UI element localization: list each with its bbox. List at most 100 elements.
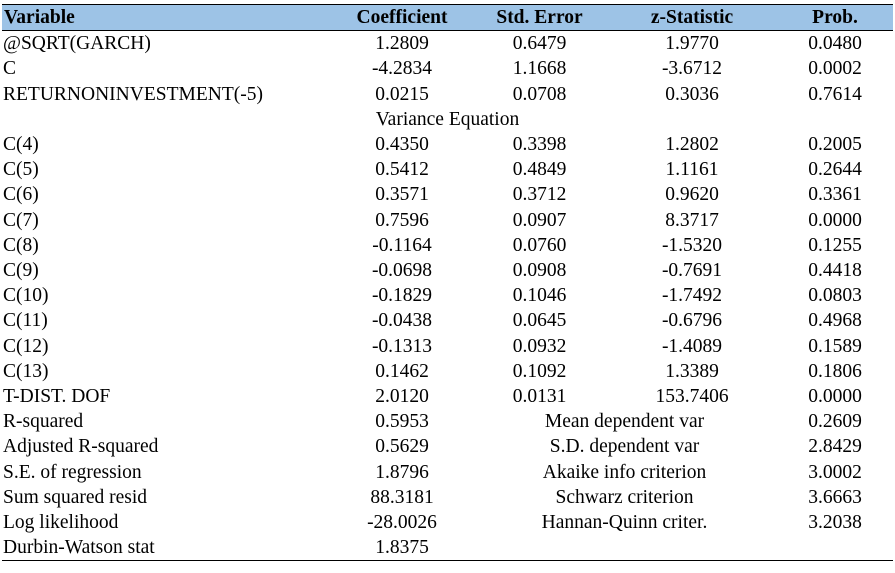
z-statistic-cell: 0.9620 [665, 184, 719, 206]
stats-row: Sum squared resid 88.3181 Schwarz criterio… [2, 485, 893, 510]
stat-label-right: S.D. dependent var [549, 436, 700, 458]
table-row: C -4.2834 1.1668 -3.6712 0.0002 [2, 56, 893, 81]
std-error-cell: 0.4849 [512, 159, 567, 181]
z-statistic-cell: -1.5320 [661, 234, 723, 256]
std-error-cell: 0.1046 [512, 285, 567, 307]
stats-row: Durbin-Watson stat 1.8375 [2, 535, 893, 562]
z-statistic-cell: -0.6796 [661, 310, 723, 332]
variable-cell: @SQRT(GARCH) [3, 33, 151, 55]
prob-cell: 0.4968 [808, 310, 862, 332]
std-error-cell: 0.0908 [512, 260, 567, 282]
std-error-cell: 0.0932 [512, 335, 567, 357]
stat-label: R-squared [3, 411, 84, 433]
coefficient-cell: 0.7596 [375, 209, 429, 231]
variable-cell: C(7) [3, 209, 39, 231]
std-error-cell: 0.6479 [512, 33, 567, 55]
table-row: @SQRT(GARCH) 1.2809 0.6479 1.9770 0.0480 [2, 31, 893, 57]
variable-cell: C(4) [3, 134, 39, 156]
prob-cell: 0.7614 [808, 83, 862, 105]
stats-row: Log likelihood -28.0026 Hannan-Quinn crite… [2, 510, 893, 535]
coefficient-cell: -0.0698 [371, 260, 433, 282]
z-statistic-cell: 153.7406 [655, 386, 729, 408]
z-statistic-cell: -1.7492 [661, 285, 723, 307]
prob-cell: 0.0000 [808, 209, 862, 231]
prob-cell: 0.1806 [808, 360, 862, 382]
coefficient-cell: 0.4350 [375, 134, 429, 156]
header-std-error: Std. Error [472, 3, 607, 32]
header-prob: Prob. [777, 3, 893, 32]
variable-cell: T-DIST. DOF [3, 386, 111, 408]
table-row: C(9) -0.0698 0.0908 -0.7691 0.4418 [2, 258, 893, 283]
variable-cell: C(5) [3, 159, 39, 181]
table-row: C(7) 0.7596 0.0907 8.3717 0.0000 [2, 208, 893, 233]
table-body: @SQRT(GARCH) 1.2809 0.6479 1.9770 0.0480 C -4.… [2, 31, 893, 562]
stat-value: 1.8796 [375, 461, 429, 483]
coefficient-cell: -4.2834 [371, 58, 433, 80]
stat-value: 0.5629 [375, 436, 429, 458]
std-error-cell: 0.0907 [512, 209, 567, 231]
header-coefficient: Coefficient [332, 3, 472, 32]
stat-label-right: Schwarz criterion [555, 486, 694, 508]
stat-label: Sum squared resid [3, 486, 148, 508]
std-error-cell: 0.3398 [512, 134, 567, 156]
stat-value-right: 3.2038 [808, 512, 862, 534]
prob-cell: 0.0803 [808, 285, 862, 307]
variance-equation-title: Variance Equation [375, 108, 520, 130]
prob-cell: 0.0000 [808, 386, 862, 408]
z-statistic-cell: -0.7691 [661, 260, 723, 282]
variable-cell: RETURNONINVESTMENT(-5) [3, 83, 263, 105]
variable-cell: C(13) [3, 360, 49, 382]
table-row: T-DIST. DOF 2.0120 0.0131 153.7406 0.0000 [2, 384, 893, 409]
table-row: C(11) -0.0438 0.0645 -0.6796 0.4968 [2, 308, 893, 333]
stat-label-right: Mean dependent var [544, 411, 705, 433]
stat-value-right: 3.6663 [808, 486, 862, 508]
stat-value-right [777, 535, 893, 562]
prob-cell: 0.2644 [808, 159, 862, 181]
prob-cell: 0.2005 [808, 134, 862, 156]
stats-row: R-squared 0.5953 Mean dependent var 0.2609 [2, 409, 893, 434]
header-row: Variable Coefficient Std. Error z-Statis… [2, 3, 893, 32]
variable-cell: C(6) [3, 184, 39, 206]
z-statistic-cell: 1.3389 [665, 360, 719, 382]
prob-cell: 0.1255 [808, 234, 862, 256]
prob-cell: 0.1589 [808, 335, 862, 357]
prob-cell: 0.0002 [808, 58, 862, 80]
header-variable: Variable [2, 3, 332, 32]
table-row: C(10) -0.1829 0.1046 -1.7492 0.0803 [2, 283, 893, 308]
coefficient-cell: -0.1313 [371, 335, 433, 357]
std-error-cell: 0.0131 [512, 386, 567, 408]
variable-cell: C(9) [3, 260, 39, 282]
stats-row: S.E. of regression 1.8796 Akaike info crit… [2, 460, 893, 485]
stat-value-right: 2.8429 [808, 436, 862, 458]
stat-label: Adjusted R-squared [3, 436, 159, 458]
prob-cell: 0.4418 [808, 260, 862, 282]
z-statistic-cell: -1.4089 [661, 335, 723, 357]
variance-equation-row: Variance Equation [2, 107, 893, 132]
z-statistic-cell: 1.2802 [665, 134, 719, 156]
coefficient-cell: 2.0120 [375, 386, 429, 408]
stat-value: 1.8375 [332, 535, 472, 562]
table-row: C(12) -0.1313 0.0932 -1.4089 0.1589 [2, 334, 893, 359]
stat-label: Log likelihood [3, 512, 119, 534]
variable-cell: C(12) [3, 335, 49, 357]
std-error-cell: 0.1092 [512, 360, 567, 382]
coefficient-cell: -0.0438 [371, 310, 433, 332]
coefficient-cell: -0.1829 [371, 285, 433, 307]
regression-table: Variable Coefficient Std. Error z-Statis… [2, 3, 893, 562]
coefficient-cell: 0.5412 [375, 159, 429, 181]
stat-label: S.E. of regression [3, 461, 142, 483]
z-statistic-cell: 0.3036 [665, 83, 719, 105]
coefficient-cell: 0.3571 [375, 184, 429, 206]
stat-label: Durbin-Watson stat [2, 535, 332, 562]
prob-cell: 0.3361 [808, 184, 862, 206]
stat-value-right: 0.2609 [808, 411, 862, 433]
variable-cell: C(10) [3, 285, 49, 307]
coefficient-cell: 1.2809 [375, 33, 429, 55]
coefficient-cell: 0.1462 [375, 360, 429, 382]
header-z-statistic: z-Statistic [607, 3, 777, 32]
stats-row: Adjusted R-squared 0.5629 S.D. dependent v… [2, 434, 893, 459]
z-statistic-cell: 1.1161 [665, 159, 719, 181]
prob-cell: 0.0480 [808, 33, 862, 55]
stat-value: 88.3181 [370, 486, 434, 508]
table-row: C(5) 0.5412 0.4849 1.1161 0.2644 [2, 157, 893, 182]
